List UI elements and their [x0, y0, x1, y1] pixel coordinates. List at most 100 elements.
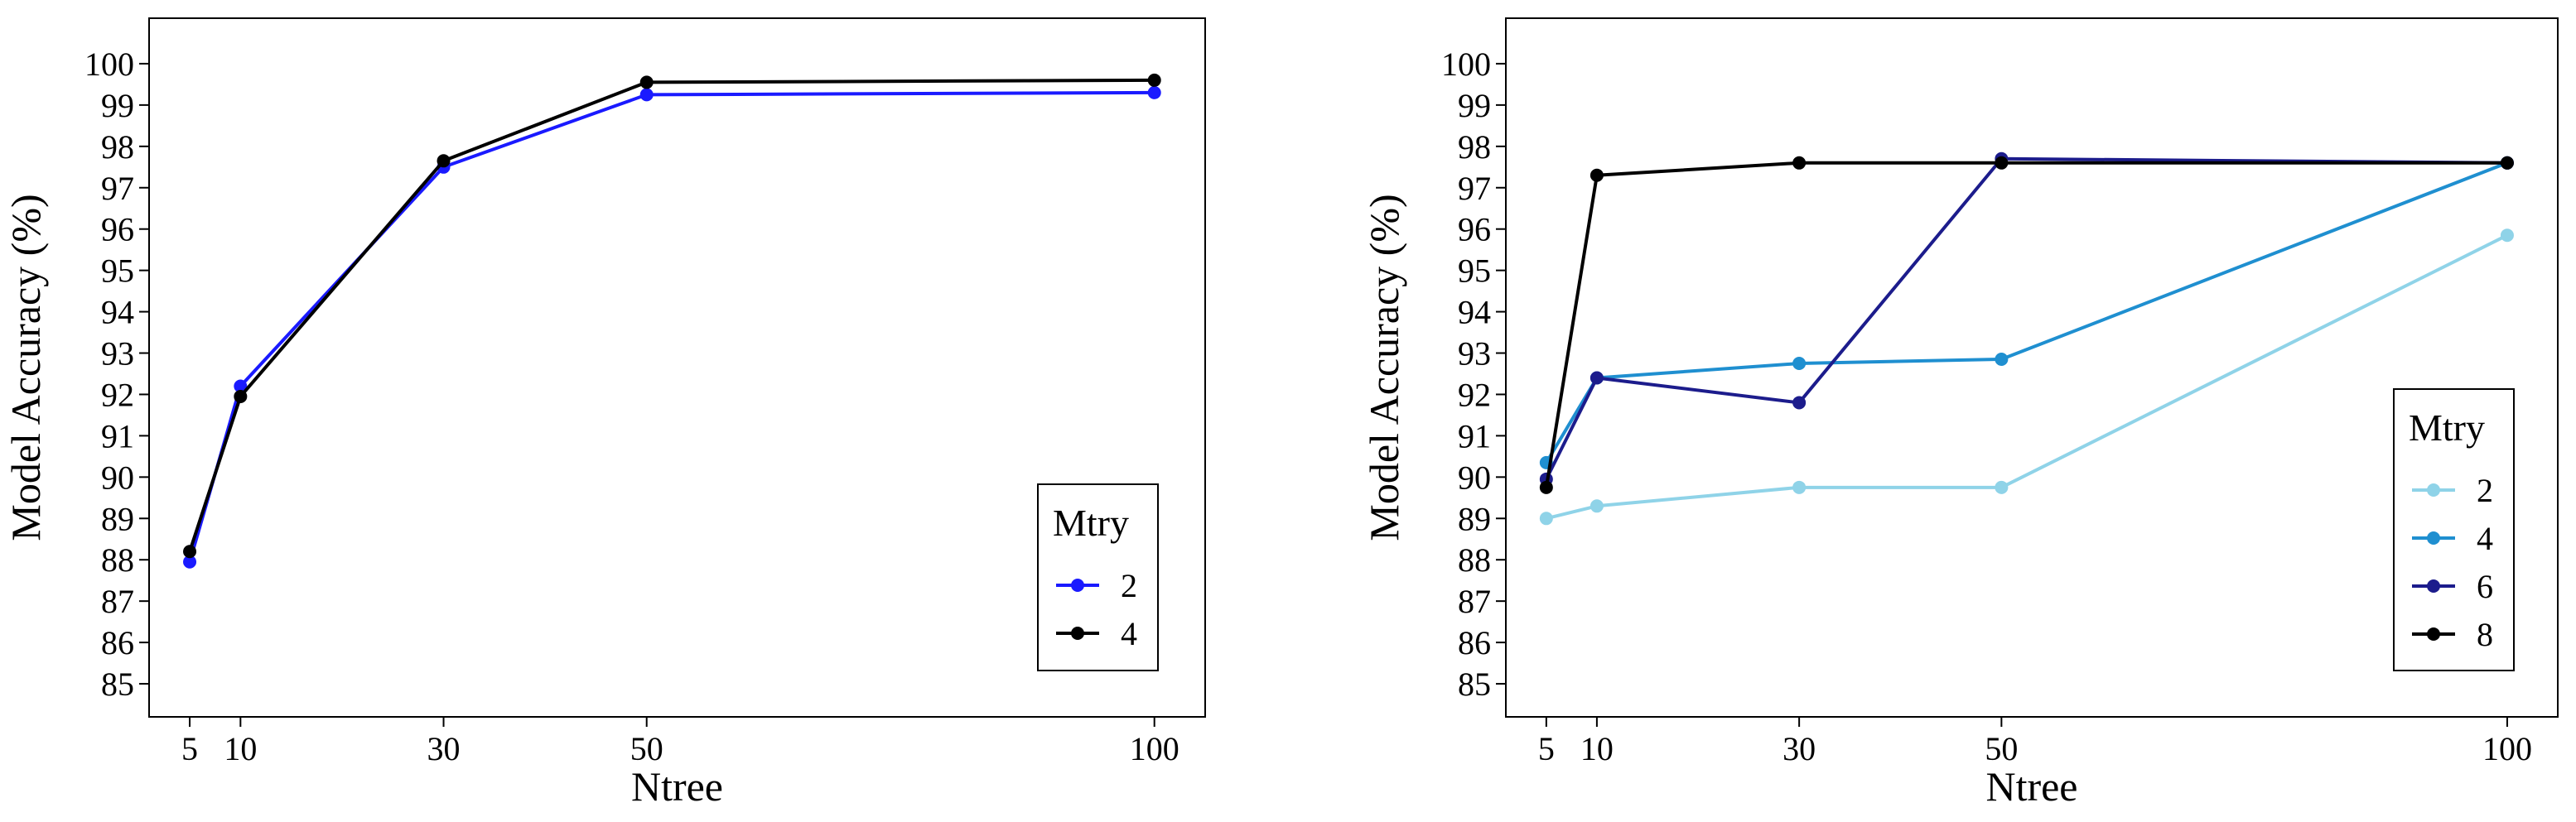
y-tick-label: 91: [101, 417, 134, 454]
data-point: [2500, 156, 2514, 170]
y-tick-label: 87: [1458, 583, 1491, 620]
y-tick-label: 99: [1458, 87, 1491, 124]
x-tick-label: 5: [1538, 730, 1555, 767]
series-line: [188, 78, 1155, 552]
x-tick-label: 30: [1782, 730, 1816, 767]
y-tick-label: 94: [101, 294, 134, 331]
y-tick-label: 85: [101, 666, 134, 703]
legend-swatch-marker: [2427, 483, 2440, 497]
y-tick-label: 87: [101, 583, 134, 620]
series-2: [183, 85, 1161, 569]
data-point: [1995, 353, 2009, 367]
y-tick-label: 97: [101, 170, 134, 207]
data-point: [1792, 480, 1807, 494]
legend-swatch-marker: [2427, 627, 2440, 641]
y-tick-label: 88: [1458, 541, 1491, 579]
plot-frame: [148, 17, 1206, 718]
legend-swatch-marker: [1071, 627, 1084, 640]
data-point: [234, 389, 248, 403]
y-tick-label: 97: [1458, 170, 1491, 207]
data-point: [1147, 85, 1161, 99]
legend-item-4: 4: [1056, 615, 1137, 652]
data-point: [639, 88, 654, 102]
data-point: [1539, 512, 1553, 526]
y-axis-label: Model Accuracy (%): [1361, 194, 1407, 541]
y-tick-label: 92: [101, 376, 134, 413]
data-point: [1995, 480, 2009, 494]
y-tick-label: 99: [101, 87, 134, 124]
y-tick-label: 100: [1441, 46, 1491, 83]
x-tick-label: 100: [1130, 730, 1179, 767]
x-axis-label: Ntree: [1985, 763, 2077, 810]
y-tick-label: 98: [1458, 128, 1491, 166]
series-6: [1539, 151, 2514, 486]
series-line: [188, 90, 1155, 563]
y-tick-label: 95: [101, 252, 134, 290]
data-point: [234, 379, 248, 393]
legend-item-6: 6: [2412, 568, 2493, 605]
x-tick-label: 5: [181, 730, 198, 767]
legend-swatch-marker: [1071, 579, 1084, 592]
x-tick-label: 10: [1580, 730, 1614, 767]
legend: Mtry 2 4 6 8: [2393, 388, 2515, 671]
y-tick-label: 90: [1458, 459, 1491, 496]
data-point: [183, 545, 197, 559]
y-tick-label: 98: [101, 128, 134, 166]
legend-box: [1037, 483, 1159, 671]
series-line: [1546, 233, 2508, 521]
plot-frame: [1505, 17, 2559, 718]
x-axis-label: Ntree: [631, 763, 723, 810]
x-tick-label: 50: [1985, 730, 2018, 767]
legend-item-2: 2: [2412, 472, 2493, 509]
y-tick-label: 93: [101, 335, 134, 373]
series-line: [1545, 161, 2508, 464]
legend-label: 8: [2477, 616, 2493, 653]
legend-label: 4: [2477, 520, 2493, 557]
data-point: [2500, 228, 2514, 243]
data-point: [1995, 156, 2009, 170]
y-tick-label: 91: [1458, 417, 1491, 454]
y-tick-label: 96: [1458, 211, 1491, 248]
y-axis-label: Model Accuracy (%): [2, 194, 49, 541]
y-tick-label: 93: [1458, 335, 1491, 373]
series-4: [1539, 156, 2514, 469]
x-tick-label: 50: [630, 730, 663, 767]
legend-item-4: 4: [2412, 520, 2493, 557]
legend-item-8: 8: [2412, 616, 2493, 653]
series-line: [1544, 161, 2507, 488]
legend: Mtry 2 4: [1037, 483, 1159, 671]
y-tick-label: 89: [1458, 500, 1491, 537]
data-point: [1792, 156, 1807, 170]
y-tick-label: 95: [1458, 252, 1491, 290]
y-tick-label: 86: [101, 624, 134, 661]
y-tick-label: 96: [101, 211, 134, 248]
legend-label: 6: [2477, 568, 2493, 605]
series-line: [1545, 156, 2507, 480]
data-point: [1589, 499, 1604, 513]
y-tick-label: 89: [101, 500, 134, 537]
data-point: [1589, 168, 1604, 182]
x-tick-label: 100: [2482, 730, 2532, 767]
y-tick-label: 94: [1458, 294, 1491, 331]
legend-swatch-marker: [2427, 579, 2440, 593]
data-point: [639, 75, 654, 89]
y-tick-label: 86: [1458, 624, 1491, 661]
data-point: [1147, 73, 1161, 87]
legend-item-2: 2: [1056, 567, 1137, 604]
data-point: [1792, 357, 1807, 371]
y-tick-label: 85: [1458, 666, 1491, 703]
y-tick-label: 92: [1458, 376, 1491, 413]
data-point: [1539, 480, 1553, 494]
legend-label: 4: [1121, 615, 1137, 652]
legend-label: 2: [1121, 567, 1137, 604]
x-tick-label: 10: [224, 730, 257, 767]
legend-title: Mtry: [2409, 406, 2485, 449]
y-tick-label: 88: [101, 541, 134, 579]
series-8: [1539, 156, 2514, 494]
series-2: [1539, 228, 2514, 526]
data-point: [437, 154, 451, 168]
data-point: [1589, 371, 1604, 385]
